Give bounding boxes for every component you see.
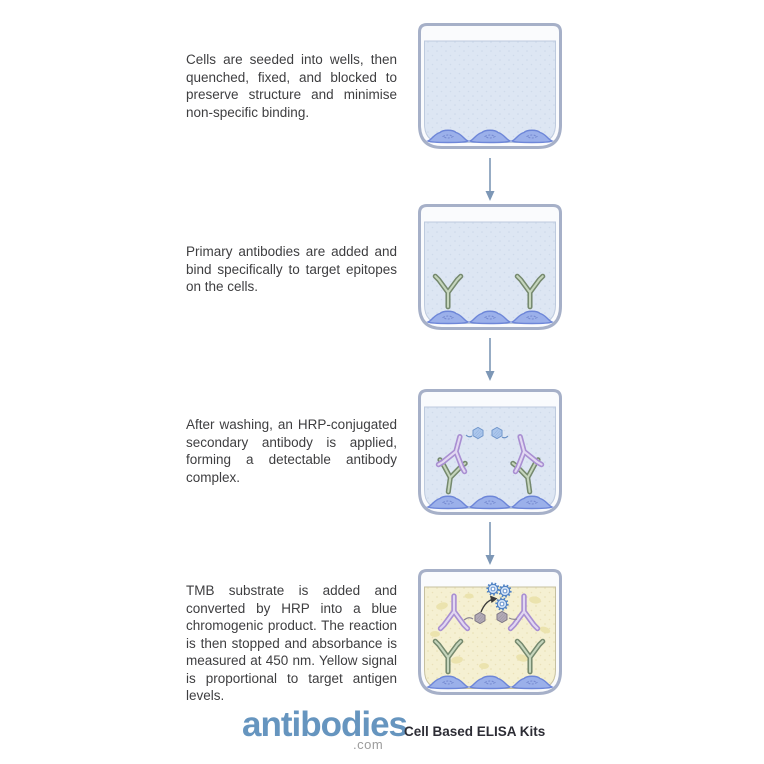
hrp-enzyme-icon: [472, 427, 484, 439]
conversion-arrowhead: [490, 595, 498, 603]
well-step-3: [417, 388, 563, 516]
well-step-1: [417, 22, 563, 150]
step-3-description: After washing, an HRP-conjugated seconda…: [186, 417, 397, 485]
kit-label: Cell Based ELISA Kits: [404, 724, 546, 739]
hrp-enzyme-icon: [496, 611, 508, 623]
hrp-enzyme-icon: [491, 427, 503, 439]
flow-arrow-3: [484, 522, 496, 566]
flow-arrowhead: [485, 191, 495, 201]
hrp-linker: [465, 434, 473, 438]
well-step-2: [417, 203, 563, 331]
well-step-4: [417, 568, 563, 696]
hrp-linker: [463, 617, 474, 621]
brand-domain: .com: [353, 737, 384, 752]
liquid-texture: [424, 41, 556, 143]
liquid-texture: [424, 222, 556, 324]
hrp-enzyme-icon: [474, 612, 486, 624]
hrp-linker: [508, 617, 518, 620]
step-4-description: TMB substrate is added and converted by …: [186, 583, 397, 703]
flow-arrowhead: [485, 555, 495, 565]
brand-logo: antibodies: [242, 705, 408, 744]
step-2-description: Primary antibodies are added and bind sp…: [186, 244, 397, 294]
flow-arrow-1: [484, 158, 496, 202]
flow-arrowhead: [485, 371, 495, 381]
conversion-arrow-icon: [480, 598, 493, 613]
substrate-blobs: [430, 593, 551, 669]
flow-arrow-2: [484, 338, 496, 382]
liquid-texture: [424, 407, 556, 509]
step-1-description: Cells are seeded into wells, then quench…: [186, 52, 397, 120]
hrp-linker: [501, 435, 509, 439]
